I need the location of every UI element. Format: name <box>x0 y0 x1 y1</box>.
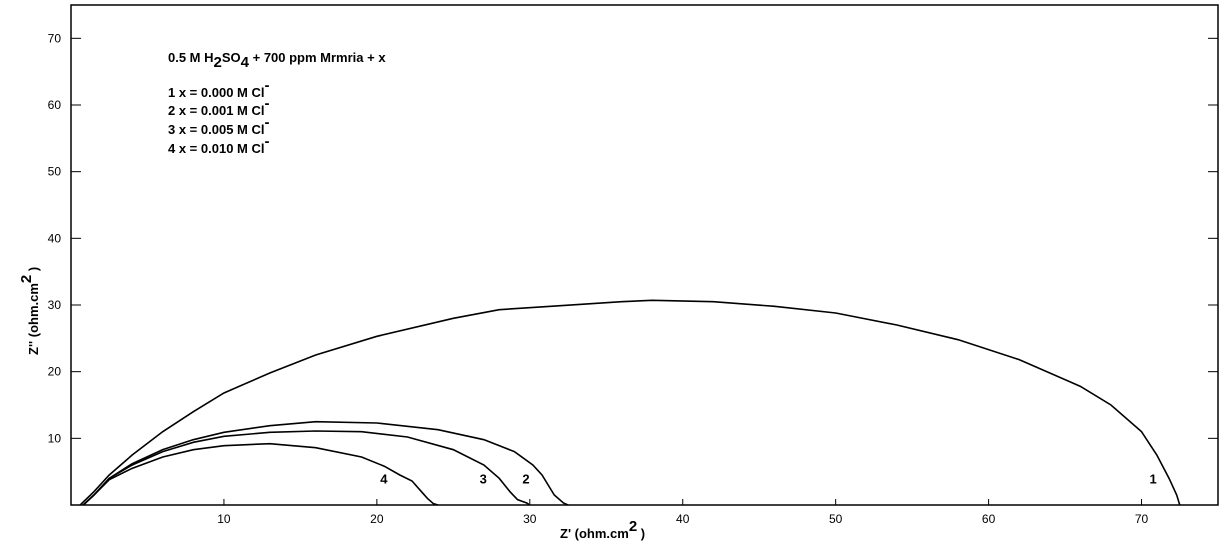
superscript: 2 <box>629 518 637 535</box>
x-tick-label: 50 <box>829 512 843 526</box>
superscript: 2 <box>18 275 35 283</box>
text-part: + 700 ppm Mrmria + x <box>249 50 386 65</box>
series-label: 3 <box>480 471 487 486</box>
superscript: - <box>264 114 269 131</box>
text-part: ) <box>637 526 645 541</box>
text-part: SO <box>222 50 241 65</box>
x-axis-label: Z' (ohm.cm2 ) <box>560 518 645 541</box>
series-label: 2 <box>522 471 529 486</box>
y-tick-label: 40 <box>48 231 62 245</box>
series-label: 4 <box>380 471 388 486</box>
y-tick-label: 20 <box>48 365 62 379</box>
text-part: 4 x = 0.010 M Cl <box>168 141 264 156</box>
y-tick-label: 10 <box>48 431 62 445</box>
x-tick-label: 20 <box>370 512 384 526</box>
x-tick-label: 40 <box>676 512 690 526</box>
annotation-line: 3 x = 0.005 M Cl- <box>168 114 269 137</box>
text-part: ) <box>26 267 41 275</box>
text-part: 3 x = 0.005 M Cl <box>168 122 264 137</box>
text-part: 2 x = 0.001 M Cl <box>168 103 264 118</box>
series-line <box>79 299 1181 506</box>
text-part: 0.5 M H <box>168 50 214 65</box>
annotation-line: 4 x = 0.010 M Cl- <box>168 133 269 156</box>
y-tick-label: 70 <box>48 31 62 45</box>
x-tick-label: 10 <box>217 512 231 526</box>
superscript: - <box>264 133 269 150</box>
x-tick-label: 60 <box>982 512 996 526</box>
subscript: 2 <box>214 54 222 71</box>
annotation-line: 2 x = 0.001 M Cl- <box>168 95 269 118</box>
series-label: 1 <box>1149 471 1156 486</box>
annotation-line: 0.5 M H2SO4 + 700 ppm Mrmria + x <box>168 50 386 71</box>
annotation-line: 1 x = 0.000 M Cl- <box>168 77 269 100</box>
y-axis-label: Z'' (ohm.cm2 ) <box>18 267 41 355</box>
superscript: - <box>264 95 269 112</box>
y-tick-label: 60 <box>48 98 62 112</box>
series-line <box>82 420 569 506</box>
superscript: - <box>264 77 269 94</box>
series-line <box>82 442 439 506</box>
x-tick-label: 70 <box>1135 512 1149 526</box>
x-tick-label: 30 <box>523 512 537 526</box>
y-tick-label: 50 <box>48 165 62 179</box>
text-part: Z'' (ohm.cm <box>26 283 41 355</box>
subscript: 4 <box>241 54 250 71</box>
plot-frame <box>70 4 1219 506</box>
text-part: 1 x = 0.000 M Cl <box>168 85 264 100</box>
series-line <box>82 430 531 506</box>
y-tick-label: 30 <box>48 298 62 312</box>
text-part: Z' (ohm.cm <box>560 526 629 541</box>
